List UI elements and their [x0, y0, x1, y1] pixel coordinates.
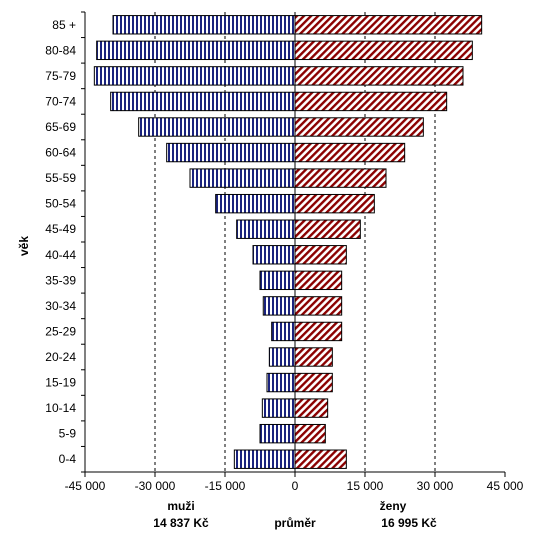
men-bar: [266, 372, 296, 393]
axes: [81, 11, 506, 477]
category-label: 45-49: [45, 222, 76, 236]
x-tick-label: 15 000: [347, 479, 384, 493]
x-tick-label: -30 000: [135, 479, 176, 493]
x-tick-label: -45 000: [65, 479, 106, 493]
average-label: průměr: [274, 516, 316, 530]
y-axis-title: věk: [17, 236, 31, 256]
women-bar: [294, 66, 464, 86]
women-bar: [294, 91, 448, 112]
category-label: 55-59: [45, 171, 76, 185]
women-bar: [294, 193, 375, 214]
men-bar: [93, 66, 296, 86]
category-label: 65-69: [45, 120, 76, 134]
women-bar: [294, 117, 424, 137]
category-label: 10-14: [45, 401, 76, 415]
category-label: 15-19: [45, 376, 76, 390]
men-bar: [236, 219, 296, 239]
women-bar: [294, 321, 343, 342]
x-tick-label: 30 000: [417, 479, 454, 493]
men-average-value: 14 837 Kč: [153, 516, 209, 530]
x-tick-label: 45 000: [487, 479, 524, 493]
category-label: 25-29: [45, 324, 76, 338]
women-label: ženy: [380, 499, 407, 513]
labels: -45 000 -30 000 -15 000 0 15 000 30 000 45 000…: [45, 18, 523, 493]
women-bar: [294, 270, 343, 291]
category-label: 70-74: [45, 94, 76, 108]
men-bar: [271, 321, 296, 342]
women-bar: [294, 168, 387, 188]
category-label: 80-84: [45, 43, 76, 57]
men-bar: [261, 398, 296, 418]
men-bar: [189, 168, 296, 188]
category-label: 50-54: [45, 197, 76, 211]
women-bar: [294, 142, 406, 163]
category-label: 5-9: [59, 427, 77, 441]
men-bar: [252, 245, 296, 265]
women-bar: [294, 449, 347, 469]
men-bar: [215, 193, 296, 214]
category-label: 20-24: [45, 350, 76, 364]
category-label: 60-64: [45, 146, 76, 160]
men-label: muži: [167, 499, 194, 513]
women-bar: [294, 40, 473, 61]
category-label: 85 +: [52, 18, 76, 32]
women-bar: [294, 347, 333, 367]
x-tick-label: -15 000: [205, 479, 246, 493]
category-label: 75-79: [45, 69, 76, 83]
women-bar: [294, 372, 333, 393]
men-bar: [233, 449, 296, 469]
women-bar: [294, 15, 483, 35]
x-tick-label: 0: [292, 479, 299, 493]
men-bar: [262, 296, 296, 316]
reference-lines: [154, 12, 436, 472]
men-bar: [268, 347, 296, 367]
men-bar: [259, 423, 296, 444]
women-bar: [294, 398, 329, 418]
men-bar: [96, 40, 296, 61]
category-label: 0-4: [59, 452, 77, 466]
women-bar: [294, 296, 343, 316]
men-bar: [166, 142, 296, 163]
men-bar: [110, 91, 296, 112]
women-bar: [294, 423, 326, 444]
category-label: 40-44: [45, 248, 76, 262]
women-bar: [294, 219, 361, 239]
women-average-value: 16 995 Kč: [381, 516, 437, 530]
bars: [93, 15, 483, 469]
women-bar: [294, 245, 347, 265]
category-label: 30-34: [45, 299, 76, 313]
men-bar: [259, 270, 296, 291]
category-label: 35-39: [45, 273, 76, 287]
men-bar: [112, 15, 296, 35]
men-bar: [138, 117, 296, 137]
